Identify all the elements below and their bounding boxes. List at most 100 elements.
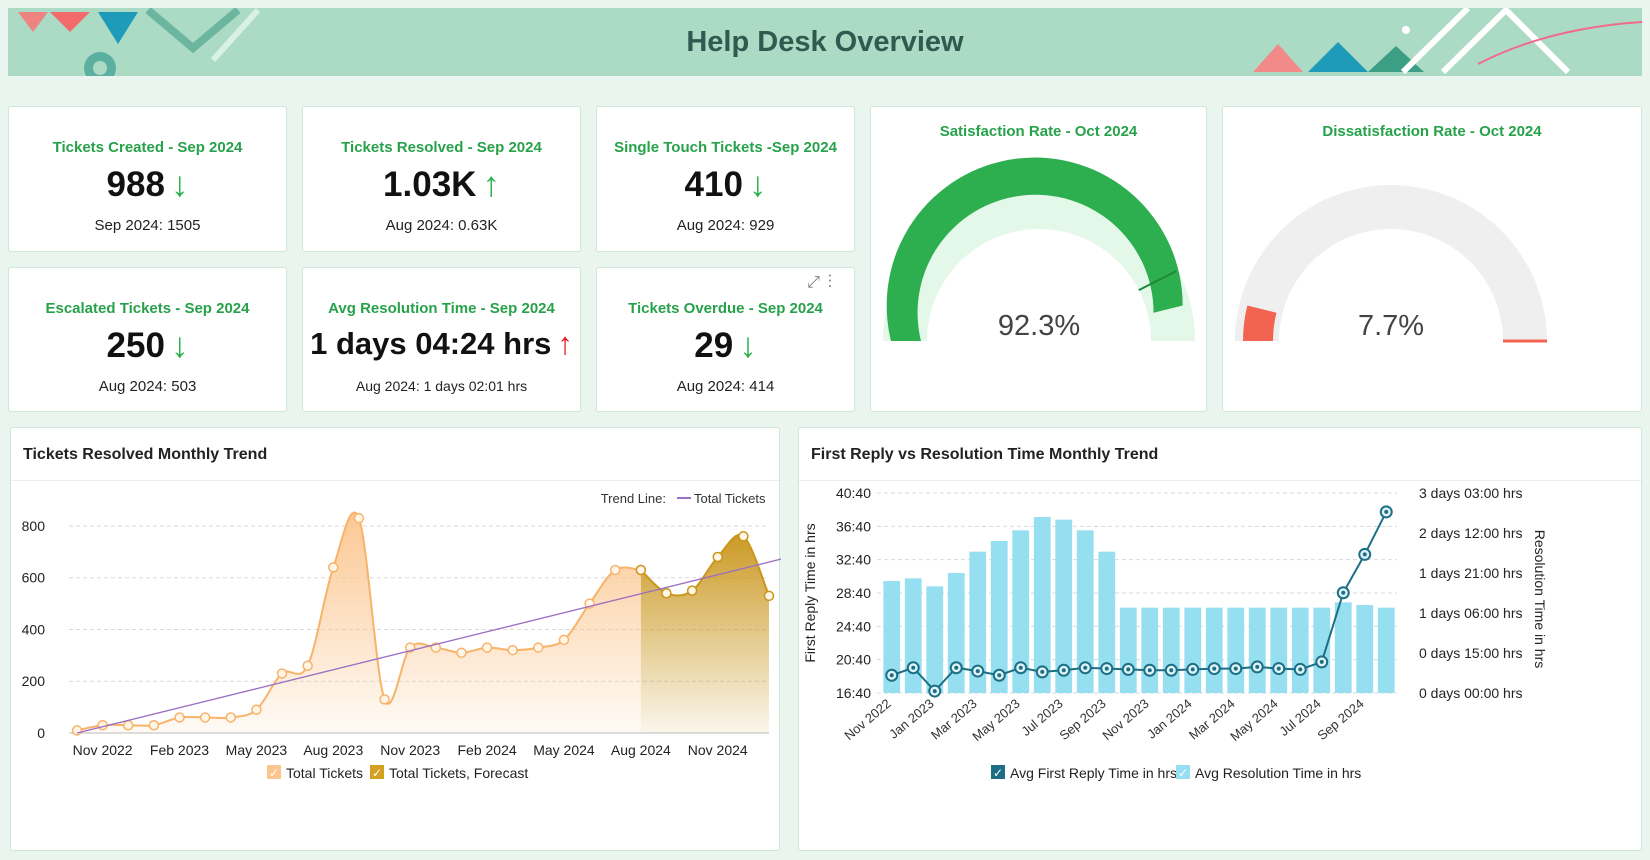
first-reply-time-point-center: [889, 673, 894, 678]
kpi-card-single-touch-tickets[interactable]: Single Touch Tickets -Sep 2024 410 ↓ Aug …: [596, 106, 855, 252]
kpi-value: 988 ↓: [106, 165, 189, 204]
page-title: Help Desk Overview: [686, 26, 964, 58]
kpi-card-tickets-overdue[interactable]: ⤢⋮ Tickets Overdue - Sep 2024 29 ↓ Aug 20…: [596, 267, 855, 412]
trend-line-legend-label: Trend Line:: [601, 491, 666, 506]
total-tickets-point: [174, 712, 185, 723]
total-tickets-point: [251, 704, 262, 715]
header-banner: Help Desk Overview: [8, 8, 1642, 76]
x-tick-label: May 2024: [1227, 696, 1280, 744]
legend-label: Avg Resolution Time in hrs: [1195, 765, 1361, 781]
resolution-time-bar: [1248, 607, 1266, 693]
first-reply-time-point-center: [1190, 667, 1195, 672]
kpi-comparison: Aug 2024: 1 days 02:01 hrs: [355, 378, 528, 394]
first-reply-time-point-center: [1018, 665, 1023, 670]
kpi-comparison: Aug 2024: 0.63K: [385, 217, 498, 234]
gauge-card-satisfaction[interactable]: Satisfaction Rate - Oct 2024 92.3%: [870, 106, 1207, 412]
first-reply-time-point-center: [1384, 509, 1389, 514]
y-tick-label: 400: [22, 621, 46, 637]
resolution-time-bar: [1270, 607, 1288, 693]
total-tickets-point: [123, 719, 134, 731]
x-tick-label: Nov 2023: [380, 742, 440, 758]
divider: [11, 480, 779, 481]
trend-line: [76, 558, 781, 734]
resolution-time-bar: [1334, 602, 1352, 693]
x-tick-label: Feb 2023: [150, 742, 209, 758]
total-tickets-point: [225, 712, 237, 723]
total-tickets-area: [77, 512, 641, 733]
chart-card-tickets-resolved-trend[interactable]: Tickets Resolved Monthly Trend 0 200 400 60…: [10, 427, 781, 851]
legend-checkbox: [991, 765, 1005, 779]
forecast-point: [763, 590, 775, 602]
gauge-value-label: 92.3%: [998, 310, 1080, 342]
resolution-time-bar: [1033, 517, 1051, 693]
kpi-title: Avg Resolution Time - Sep 2024: [328, 300, 555, 317]
kebab-menu-icon[interactable]: ⋮: [827, 274, 840, 291]
kpi-card-tickets-resolved[interactable]: Tickets Resolved - Sep 2024 1.03K ↑ Aug 2…: [302, 106, 581, 252]
y-right-tick-label: 1 days 21:00 hrs: [1419, 565, 1523, 581]
gauge-value-label: 7.7%: [1358, 310, 1424, 342]
y-right-tick-label: 0 days 15:00 hrs: [1419, 645, 1523, 661]
chart-card-first-reply-vs-resolution[interactable]: First Reply vs Resolution Time Monthly T…: [798, 427, 1642, 851]
x-tick-label: Jan 2024: [1144, 696, 1195, 742]
first-reply-time-point-center: [1212, 666, 1217, 671]
total-tickets-point: [609, 564, 621, 576]
y-left-tick-label: 28:40: [836, 585, 871, 601]
gauge-title: Satisfaction Rate - Oct 2024: [939, 123, 1138, 140]
kpi-card-avg-resolution-time[interactable]: Avg Resolution Time - Sep 2024 1 days 04…: [302, 267, 581, 412]
y-left-tick-label: 36:40: [836, 518, 871, 534]
resolution-time-bar: [1141, 607, 1159, 693]
y-right-axis-title: Resolution Time in hrs: [1532, 530, 1548, 669]
resolution-time-bar: [1012, 530, 1030, 693]
kpi-value: 250 ↓: [106, 326, 189, 365]
expand-icon[interactable]: ⤢: [807, 274, 828, 291]
satisfaction-gauge: 92.3%: [883, 157, 1195, 342]
y-tick-label: 800: [22, 518, 46, 534]
resolution-time-bar: [904, 578, 922, 693]
legend-checkbox: [1176, 765, 1190, 779]
kpi-card-escalated-tickets[interactable]: Escalated Tickets - Sep 2024 250 ↓ Aug 20…: [8, 267, 287, 412]
total-tickets-point: [302, 660, 313, 671]
y-left-tick-label: 20:40: [836, 652, 871, 668]
total-tickets-point: [558, 634, 570, 646]
checkmark-icon: ✓: [372, 766, 382, 780]
resolution-time-bar: [883, 581, 901, 693]
first-reply-vs-resolution-chart: 16:40 20:40 24:40 28:40 32:40 36:40 40:40 0 day…: [802, 485, 1548, 781]
total-tickets-point: [353, 512, 365, 524]
resolution-time-bar: [990, 541, 1008, 693]
forecast-point: [686, 585, 698, 596]
y-left-tick-label: 24:40: [836, 618, 871, 634]
y-right-tick-label: 1 days 06:00 hrs: [1419, 605, 1523, 621]
x-tick-label: May 2023: [969, 696, 1022, 744]
y-tick-label: 0: [37, 725, 45, 741]
first-reply-time-point-center: [932, 689, 937, 694]
x-tick-label: Nov 2022: [841, 696, 893, 743]
first-reply-time-point-center: [1083, 665, 1088, 670]
kpi-comparison: Aug 2024: 414: [676, 378, 775, 395]
first-reply-time-line: [891, 511, 1388, 693]
total-tickets-point: [199, 712, 211, 723]
gauge-card-dissatisfaction[interactable]: Dissatisfaction Rate - Oct 2024 7.7%: [1222, 106, 1642, 412]
legend-checkbox: [267, 765, 281, 779]
divider: [799, 480, 1641, 481]
forecast-point: [738, 531, 749, 542]
y-left-tick-label: 16:40: [836, 685, 871, 701]
first-reply-time-point-center: [954, 665, 959, 670]
checkmark-icon: ✓: [993, 766, 1003, 780]
kpi-card-tickets-created[interactable]: Tickets Created - Sep 2024 988 ↓ Sep 2024…: [8, 106, 287, 252]
first-reply-time-point-center: [1362, 552, 1367, 557]
kpi-comparison: Aug 2024: 929: [676, 217, 775, 234]
resolution-time-bar: [1227, 607, 1245, 693]
x-tick-label: May 2023: [226, 742, 288, 758]
total-tickets-point: [328, 562, 339, 573]
first-reply-time-point-center: [1169, 668, 1174, 673]
kpi-comparison: Sep 2024: 1505: [94, 217, 201, 234]
first-reply-time-point-center: [1126, 667, 1131, 672]
kpi-title: Single Touch Tickets -Sep 2024: [614, 139, 837, 156]
arrow-down-icon: ↓: [748, 165, 767, 204]
kpi-title: Tickets Created - Sep 2024: [52, 139, 243, 156]
first-reply-time-point-center: [1341, 590, 1346, 595]
arrow-up-icon: ↑: [482, 165, 500, 204]
x-tick-label: Nov 2022: [73, 742, 133, 758]
kpi-title: Tickets Resolved - Sep 2024: [341, 139, 542, 156]
tickets-resolved-trend-chart: 0 200 400 600 800 Nov 2022 Feb 2023 May 2023 Aug…: [22, 491, 781, 781]
